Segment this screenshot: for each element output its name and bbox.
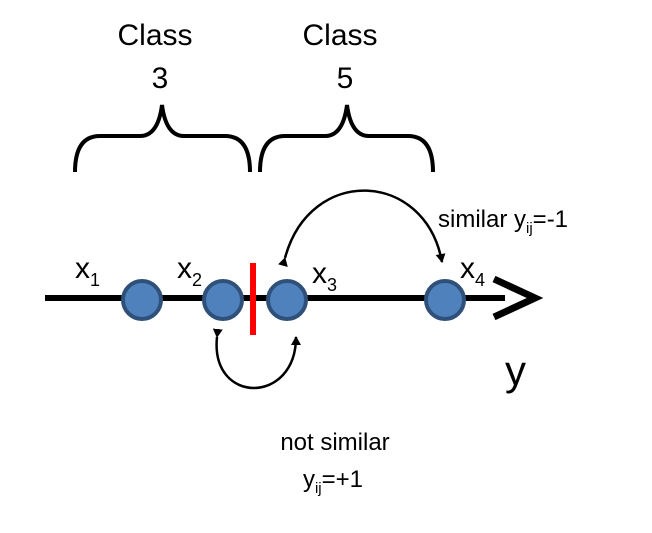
point-x2-label: x2 xyxy=(177,252,202,290)
not-similar-value: yij=+1 xyxy=(303,466,363,497)
class-3-brace xyxy=(73,104,252,173)
not-similar-arc xyxy=(212,328,301,390)
y-axis-label: y xyxy=(505,347,526,394)
class-5-title: Class xyxy=(302,19,377,52)
point-x4-label: x4 xyxy=(460,252,485,290)
point-x1-label: x1 xyxy=(75,252,100,290)
class-3-number: 3 xyxy=(152,62,169,95)
point-x4 xyxy=(424,279,466,321)
similar-arc xyxy=(278,189,446,268)
not-similar-label: not similar xyxy=(280,429,389,456)
point-x3 xyxy=(266,279,308,321)
point-x2 xyxy=(202,279,244,321)
point-x1 xyxy=(121,279,163,321)
class-5-number: 5 xyxy=(337,62,354,95)
point-x3-label: x3 xyxy=(312,257,337,295)
class-3-title: Class xyxy=(117,19,192,52)
class-5-brace xyxy=(258,104,435,173)
similar-label: similar yij=-1 xyxy=(438,206,568,237)
y-axis-arrowhead xyxy=(492,275,544,321)
